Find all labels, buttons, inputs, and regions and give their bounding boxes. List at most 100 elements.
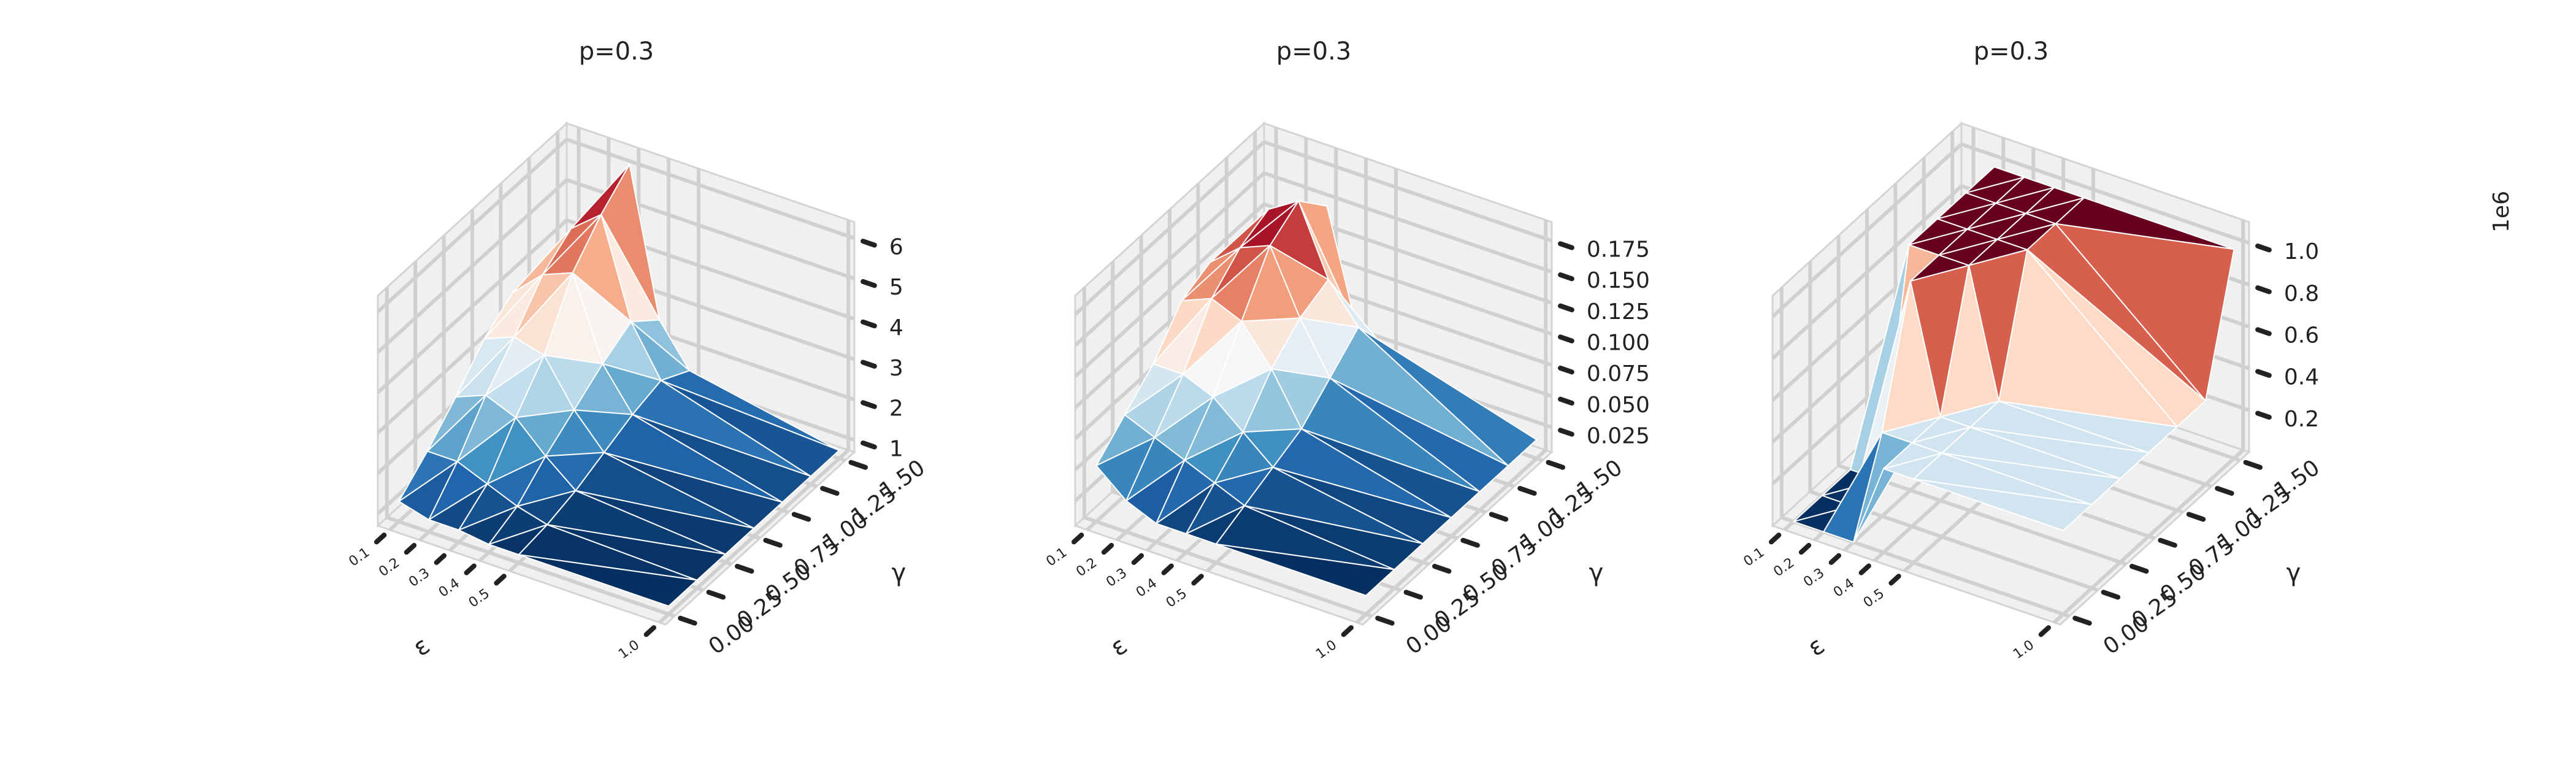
z-tick-label: 0.050 (1587, 393, 1650, 418)
tick-mark (2186, 512, 2206, 522)
surface-facet (518, 554, 698, 607)
x-tick-label: 0.4 (436, 575, 462, 601)
tick-mark (2215, 486, 2234, 496)
grid-line (1771, 185, 1963, 360)
tick-mark (706, 590, 726, 600)
grid-line (1073, 140, 1266, 316)
x-tick-label: 0.3 (1103, 566, 1130, 591)
tick-mark (404, 542, 417, 555)
chart-title: p=0.3 (1974, 37, 2049, 66)
tick-mark (1828, 553, 1842, 565)
grid-line (376, 178, 569, 354)
tick-mark (1558, 272, 1574, 282)
tick-mark (2255, 327, 2272, 336)
tick-mark (2255, 285, 2272, 294)
x-tick-label: 0.1 (346, 545, 372, 570)
x-tick-label: 0.1 (1043, 545, 1070, 570)
tick-mark (1558, 334, 1574, 344)
tick-mark (1517, 486, 1537, 496)
grid-line (376, 138, 569, 313)
tick-mark (464, 563, 477, 575)
tick-mark (2158, 537, 2177, 548)
surface-facet (1357, 326, 1538, 467)
x-axis-label: ε (1105, 631, 1132, 662)
surface-facet (2055, 223, 2235, 402)
grid-line (1263, 140, 1552, 243)
tick-mark (861, 239, 877, 248)
tick-mark (1403, 590, 1424, 600)
surface-facet (546, 524, 726, 581)
tick-mark (1546, 460, 1565, 470)
x-tick-label: 0.5 (466, 586, 493, 611)
z-tick-label: 6 (889, 234, 903, 260)
surface-facet (660, 380, 840, 477)
tick-mark (1768, 533, 1782, 545)
x-tick-label: 0.5 (1163, 586, 1190, 611)
tick-mark (861, 400, 877, 409)
offset-label: 1e6 (2489, 191, 2514, 233)
z-tick-label: 2 (889, 396, 903, 421)
tick-mark (494, 574, 507, 586)
tick-mark (848, 460, 868, 470)
tick-mark (861, 319, 877, 329)
tick-mark (820, 486, 840, 496)
tick-mark (1558, 303, 1574, 313)
tick-mark (861, 279, 877, 288)
tick-mark (434, 553, 447, 565)
tick-mark (678, 615, 697, 626)
x-tick-label: 0.2 (1771, 555, 1797, 580)
surface-facet (575, 490, 755, 555)
tick-mark (1798, 542, 1812, 555)
grid-line (1073, 202, 1266, 378)
tick-mark (374, 533, 387, 545)
z-tick-label: 0.075 (1587, 361, 1650, 386)
z-tick-label: 4 (889, 315, 903, 340)
tick-mark (1101, 542, 1114, 555)
tick-mark (1858, 563, 1871, 575)
chart-title: p=0.3 (1276, 37, 1352, 66)
z-tick-label: 0.125 (1587, 299, 1650, 325)
tick-mark (1432, 564, 1452, 574)
tick-mark (2255, 410, 2272, 420)
x-tick-label: 0.2 (1073, 555, 1100, 580)
panel: 0.1 0.2 0.3 0.4 0.51.0 0.000.250.500.751.001.… (346, 37, 929, 662)
tick-mark (2072, 615, 2092, 626)
grid-line (1083, 515, 1373, 618)
tick-mark (1489, 512, 1509, 522)
panel: 0.1 0.2 0.3 0.4 0.51.0 0.000.250.500.751.001.… (1741, 37, 2514, 662)
surface-facet (1244, 505, 1424, 571)
z-tick-label: 0.4 (2284, 365, 2319, 390)
z-tick-label: 3 (889, 356, 903, 381)
z-tick-label: 0.6 (2284, 323, 2319, 348)
y-axis-label: γ (892, 559, 907, 587)
tick-mark (2255, 243, 2272, 253)
tick-mark (1558, 396, 1574, 406)
z-tick-label: 1.0 (2284, 239, 2319, 264)
z-tick-label: 0.100 (1587, 331, 1650, 356)
surface-facet (1941, 452, 2121, 506)
grid-line (1961, 142, 2250, 245)
tick-mark (1888, 574, 1901, 586)
surface-facet (632, 413, 812, 503)
x-tick-label: 1.0 (2011, 637, 2037, 663)
surface-facet (1300, 428, 1481, 518)
x-tick-label: 0.4 (1133, 575, 1160, 601)
tick-mark (1071, 533, 1084, 545)
tick-mark (2243, 460, 2263, 470)
tick-mark (2101, 590, 2121, 600)
grid-line (376, 218, 569, 394)
x-tick-label: 0.3 (406, 566, 432, 591)
surface-facet (2026, 249, 2207, 428)
surface-facet (1329, 377, 1509, 493)
surface-facet (1998, 400, 2178, 453)
z-tick-label: 0.025 (1587, 424, 1650, 449)
tick-mark (734, 564, 754, 574)
z-tick-label: 0.150 (1587, 268, 1650, 293)
z-tick-label: 0.175 (1587, 237, 1650, 263)
z-tick-label: 1 (889, 436, 903, 461)
x-tick-label: 0.3 (1801, 566, 1827, 591)
tick-mark (861, 360, 877, 369)
y-axis-label: γ (2287, 559, 2301, 587)
